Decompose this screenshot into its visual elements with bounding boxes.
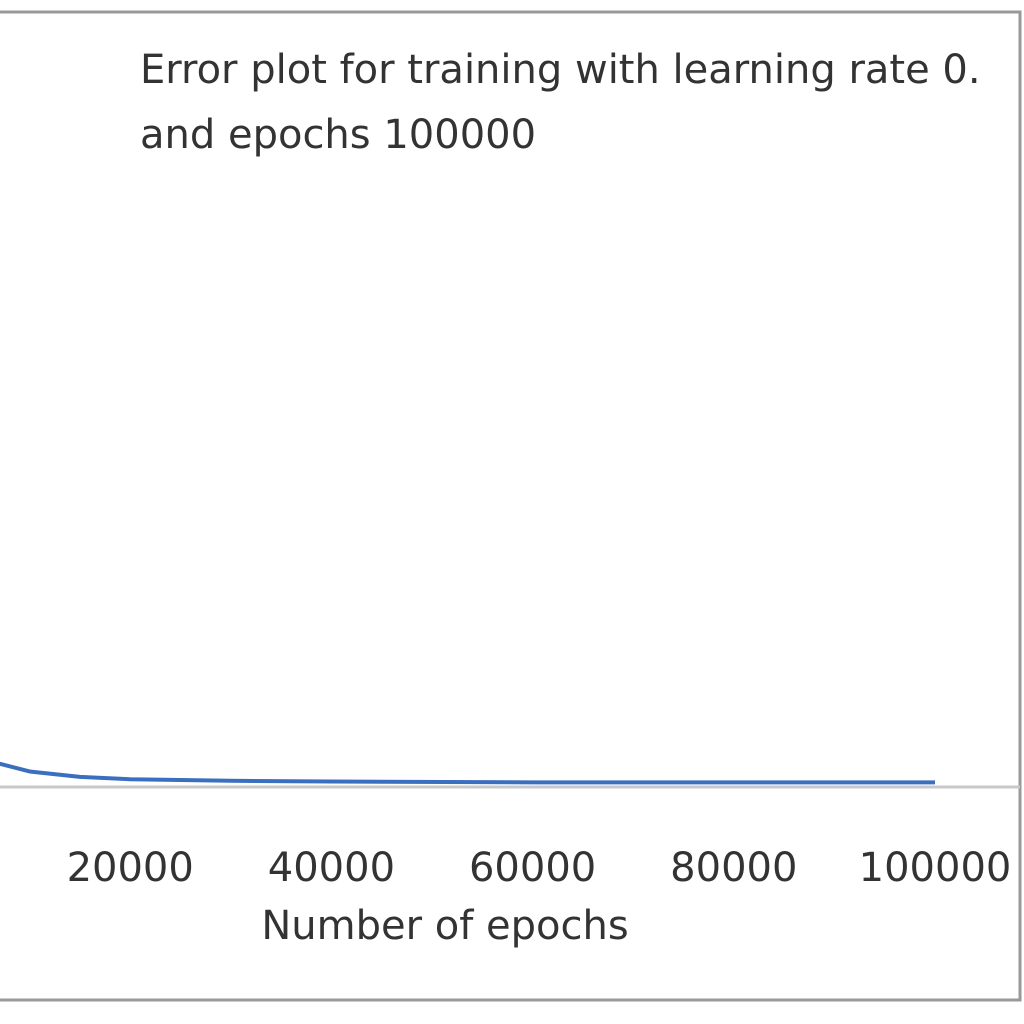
x-tick-label: 40000 — [268, 845, 395, 891]
line-series — [0, 761, 935, 785]
x-tick-label: 60000 — [469, 845, 596, 891]
x-tick-label: 100000 — [859, 845, 1012, 891]
chart-title: Error plot for training with learning ra… — [140, 47, 981, 93]
x-tick-label: 20000 — [67, 845, 194, 891]
chart-title: and epochs 100000 — [140, 112, 536, 158]
x-tick-label: 80000 — [670, 845, 797, 891]
chart-frame — [0, 10, 1022, 1002]
x-axis-label: Number of epochs — [261, 903, 628, 949]
